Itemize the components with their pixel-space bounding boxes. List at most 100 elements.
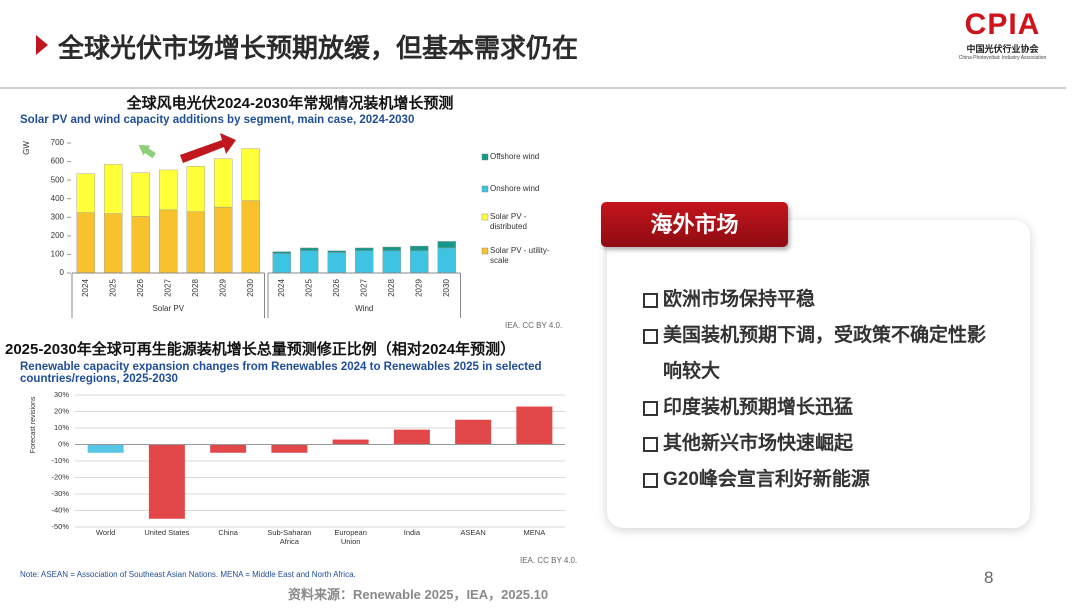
- bar-segment: [159, 209, 178, 274]
- x-tick-label: 2026: [332, 279, 341, 297]
- x-tick-label: 2025: [108, 279, 117, 297]
- bar-segment: [355, 250, 374, 274]
- y-tick-label: 30%: [54, 390, 69, 399]
- subtitle-box: Renewable capacity expansion changes fro…: [20, 361, 542, 385]
- footer-source: 资料来源：Renewable 2025，IEA，2025.10: [288, 587, 549, 602]
- x-tick-label: European Union: [334, 528, 367, 546]
- x-tick-label: World: [95, 528, 116, 537]
- group-label: Wind: [355, 304, 373, 313]
- slide-title: 全球光伏市场增长预期放缓，但基本需求仍在: [58, 33, 579, 63]
- logo: CPIA 中国光伏行业协会 China Photovoltaic Industr…: [940, 8, 1065, 61]
- panel-item: 其他新兴市场快速崛起: [643, 426, 988, 462]
- x-tick-label: MENA: [523, 528, 546, 537]
- bar-segment: [410, 250, 429, 274]
- legend-swatch: [481, 213, 489, 221]
- legend-swatch: [481, 185, 489, 193]
- chart-source: IEA. CC BY 4.0.: [505, 321, 562, 330]
- legend-label: Offshore wind: [490, 152, 540, 161]
- x-tick-label-box: MENA: [523, 528, 546, 537]
- x-tick-label: China: [218, 528, 238, 537]
- legend-swatch: [481, 153, 489, 161]
- y-tick-label: 100: [51, 250, 65, 259]
- legend-label: Solar PV - distributed: [490, 212, 527, 231]
- bar: [210, 444, 247, 453]
- y-tick-label: -30%: [51, 489, 69, 498]
- y-tick-label: 400: [51, 194, 65, 203]
- bar: [516, 406, 553, 445]
- y-tick-label: 700: [51, 138, 65, 147]
- bar: [332, 439, 369, 445]
- x-tick-label-box: ASEAN: [460, 528, 485, 537]
- legend-label-box: Offshore wind: [490, 152, 540, 161]
- x-tick-label: United States: [144, 528, 190, 537]
- y-axis-label: Forecast revisions: [30, 396, 37, 453]
- y-tick-label: 0%: [58, 439, 69, 448]
- x-tick-label: 2028: [387, 279, 396, 297]
- bar-segment: [159, 169, 178, 211]
- legend-label: Onshore wind: [490, 184, 540, 193]
- bar-segment: [272, 251, 291, 254]
- legend-label-box: Onshore wind: [490, 184, 540, 193]
- y-tick-label: 500: [51, 175, 65, 184]
- panel-item: G20峰会宣言利好新能源: [643, 462, 988, 498]
- bar-segment: [327, 250, 346, 253]
- bar-segment: [241, 200, 260, 274]
- bar-segment: [272, 253, 291, 274]
- x-tick-label-box: United States: [144, 528, 190, 537]
- panel-item: 印度装机预期增长迅猛: [643, 390, 988, 426]
- y-tick-label: 300: [51, 212, 65, 221]
- legend-label-box: Solar PV - distributed: [490, 212, 527, 231]
- y-tick-label: 200: [51, 231, 65, 240]
- legend-label-box: Solar PV - utility-scale: [490, 246, 550, 265]
- chart-source: IEA. CC BY 4.0.: [520, 556, 577, 565]
- bar-segment: [241, 148, 260, 201]
- bar-segment: [104, 164, 123, 214]
- bar: [87, 444, 124, 453]
- y-tick-label: -40%: [51, 505, 69, 514]
- x-tick-label: 2028: [191, 279, 200, 297]
- bar: [393, 429, 430, 445]
- x-tick-label: 2026: [136, 279, 145, 297]
- chart-note: Note: ASEAN = Association of Southeast A…: [20, 570, 356, 579]
- bar-segment: [300, 247, 319, 251]
- x-tick-label: 2029: [218, 279, 227, 297]
- y-tick-label: 600: [51, 157, 65, 166]
- logo-text: CPIA: [964, 8, 1041, 41]
- y-tick-label: 0: [60, 268, 65, 277]
- bar-segment: [76, 173, 95, 213]
- bar-segment: [300, 250, 319, 274]
- panel: [607, 220, 1030, 528]
- x-tick-label-box: China: [218, 528, 238, 537]
- x-tick-label: Sub-Saharan Africa: [267, 528, 312, 546]
- y-tick-label: -20%: [51, 472, 69, 481]
- x-tick-label: 2027: [359, 279, 368, 297]
- bar-segment: [214, 158, 233, 208]
- group-label: Solar PV: [152, 304, 184, 313]
- x-tick-label-box: Sub-Saharan Africa: [267, 528, 312, 546]
- x-tick-label: 2025: [304, 279, 313, 297]
- bar-segment: [327, 252, 346, 274]
- bar-segment: [437, 247, 456, 274]
- chart-subtitle: Solar PV and wind capacity additions by …: [20, 114, 414, 126]
- bar: [455, 419, 492, 445]
- charts: 全球风电光伏2024-2030年常规情况装机增长预测 Solar PV and …: [5, 94, 577, 579]
- bar-segment: [410, 245, 429, 251]
- legend-label: Solar PV - utility-scale: [490, 246, 550, 265]
- bar-segment: [382, 250, 401, 274]
- y-tick-label: -10%: [51, 456, 69, 465]
- x-tick-label: 2030: [246, 279, 255, 297]
- logo-name: 中国光伏行业协会: [966, 44, 1039, 54]
- bar-segment: [104, 213, 123, 274]
- chart-title: 全球风电光伏2024-2030年常规情况装机增长预测: [126, 94, 454, 112]
- y-tick-label: 20%: [54, 406, 69, 415]
- y-axis-label: GW: [22, 141, 31, 155]
- bar-segment: [382, 246, 401, 251]
- bar-segment: [131, 172, 150, 217]
- arrow: [180, 133, 236, 163]
- x-tick-label: 2029: [414, 279, 423, 297]
- divider: [0, 87, 1066, 89]
- logo-name-en: China Photovoltaic Industry Association: [958, 55, 1047, 61]
- bar: [148, 444, 185, 519]
- bar-segment: [437, 241, 456, 249]
- panel-list: 欧洲市场保持平稳 美国装机预期下调，受政策不确定性影响较大 印度装机预期增长迅猛 其他…: [643, 282, 988, 498]
